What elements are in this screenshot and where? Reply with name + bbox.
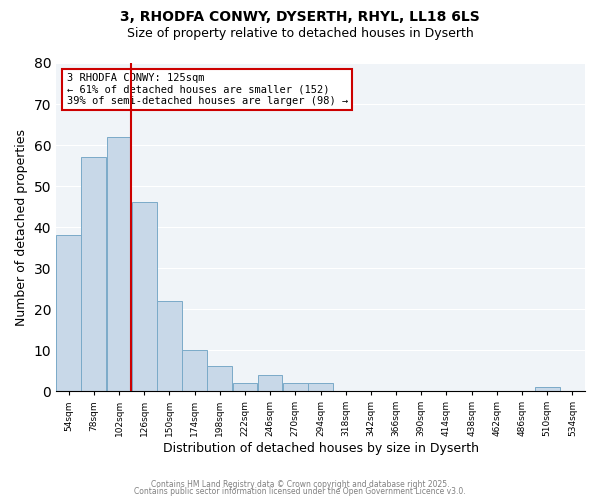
Text: Contains public sector information licensed under the Open Government Licence v3: Contains public sector information licen… [134, 487, 466, 496]
Bar [233, 383, 257, 391]
Bar [535, 387, 560, 391]
Bar [182, 350, 207, 391]
Bar [308, 383, 333, 391]
X-axis label: Distribution of detached houses by size in Dyserth: Distribution of detached houses by size … [163, 442, 479, 455]
Bar [258, 374, 283, 391]
Y-axis label: Number of detached properties: Number of detached properties [15, 128, 28, 326]
Text: 3 RHODFA CONWY: 125sqm
← 61% of detached houses are smaller (152)
39% of semi-de: 3 RHODFA CONWY: 125sqm ← 61% of detached… [67, 73, 348, 106]
Bar [56, 235, 81, 391]
Text: Contains HM Land Registry data © Crown copyright and database right 2025.: Contains HM Land Registry data © Crown c… [151, 480, 449, 489]
Bar [132, 202, 157, 391]
Text: Size of property relative to detached houses in Dyserth: Size of property relative to detached ho… [127, 28, 473, 40]
Bar [107, 137, 131, 391]
Bar [82, 158, 106, 391]
Bar [283, 383, 308, 391]
Bar [157, 301, 182, 391]
Text: 3, RHODFA CONWY, DYSERTH, RHYL, LL18 6LS: 3, RHODFA CONWY, DYSERTH, RHYL, LL18 6LS [120, 10, 480, 24]
Bar [208, 366, 232, 391]
